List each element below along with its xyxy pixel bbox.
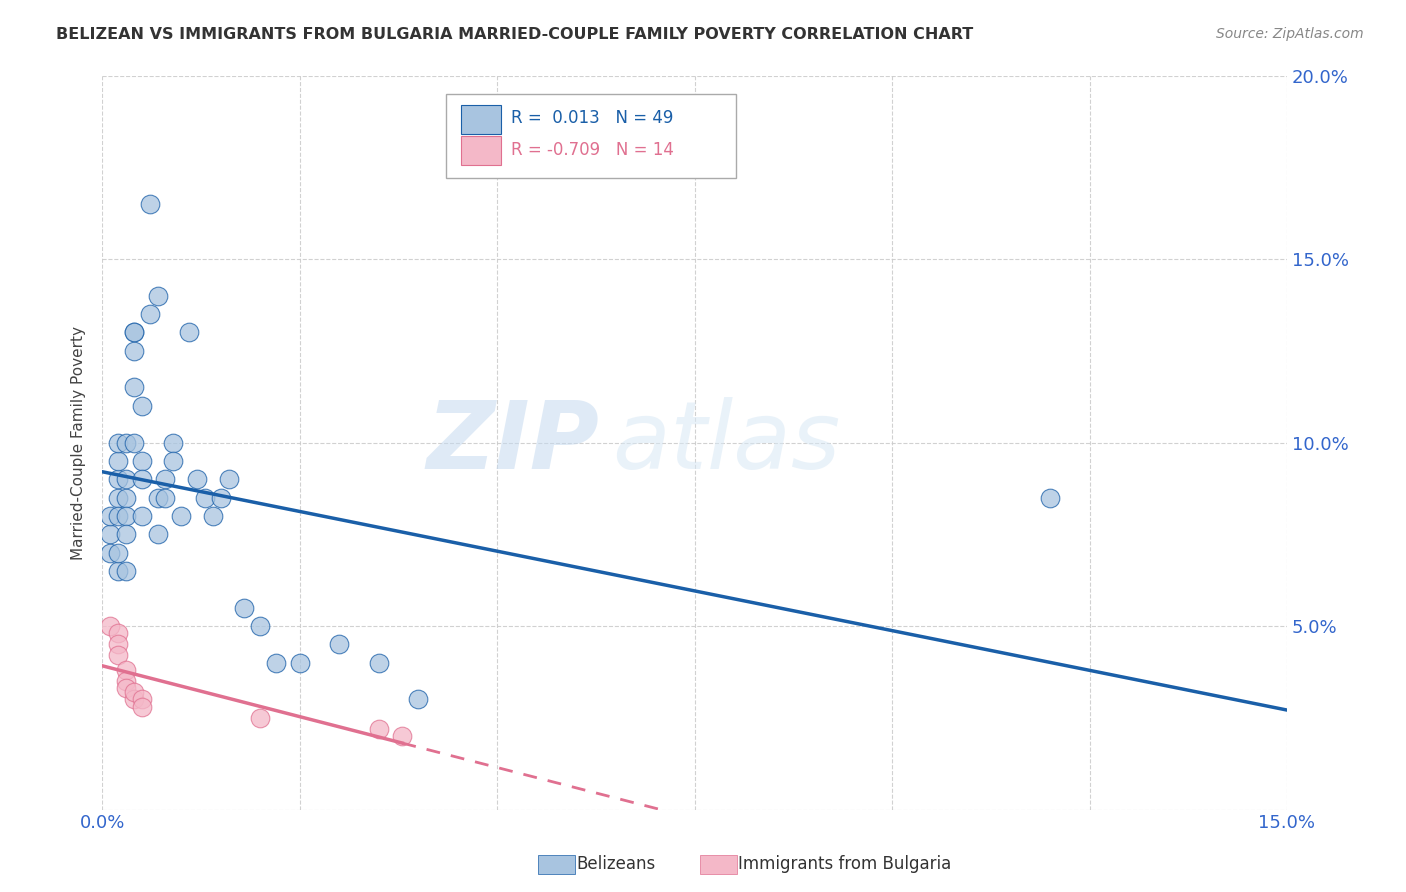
Point	[209, 491, 232, 505]
Point	[107, 472, 129, 486]
Point	[194, 491, 217, 505]
Point	[115, 663, 138, 677]
Point	[162, 435, 184, 450]
FancyBboxPatch shape	[446, 94, 737, 178]
Point	[98, 546, 121, 560]
FancyBboxPatch shape	[461, 136, 502, 165]
Text: ZIP: ZIP	[427, 397, 600, 489]
Point	[146, 289, 169, 303]
Point	[122, 692, 145, 706]
Point	[249, 711, 271, 725]
Point	[367, 656, 389, 670]
Point	[115, 472, 138, 486]
Text: atlas: atlas	[612, 397, 839, 488]
Point	[115, 527, 138, 541]
Point	[406, 692, 429, 706]
Text: BELIZEAN VS IMMIGRANTS FROM BULGARIA MARRIED-COUPLE FAMILY POVERTY CORRELATION C: BELIZEAN VS IMMIGRANTS FROM BULGARIA MAR…	[56, 27, 973, 42]
Point	[107, 637, 129, 651]
Text: Source: ZipAtlas.com: Source: ZipAtlas.com	[1216, 27, 1364, 41]
Point	[115, 491, 138, 505]
Text: R = -0.709   N = 14: R = -0.709 N = 14	[510, 142, 673, 160]
Point	[249, 619, 271, 633]
Point	[131, 399, 153, 413]
Y-axis label: Married-Couple Family Poverty: Married-Couple Family Poverty	[72, 326, 86, 559]
Point	[186, 472, 208, 486]
Point	[107, 564, 129, 578]
Point	[201, 508, 224, 523]
Point	[131, 508, 153, 523]
Point	[122, 326, 145, 340]
Point	[288, 656, 311, 670]
Point	[115, 681, 138, 696]
Point	[131, 472, 153, 486]
Point	[98, 508, 121, 523]
FancyBboxPatch shape	[461, 105, 502, 134]
Point	[98, 619, 121, 633]
Point	[115, 674, 138, 689]
Point	[146, 527, 169, 541]
Point	[131, 692, 153, 706]
Point	[155, 491, 177, 505]
Point	[122, 435, 145, 450]
Point	[107, 435, 129, 450]
Point	[107, 508, 129, 523]
Point	[115, 435, 138, 450]
Point	[233, 600, 256, 615]
Point	[138, 197, 160, 211]
Point	[218, 472, 240, 486]
Point	[177, 326, 200, 340]
Point	[264, 656, 287, 670]
Point	[367, 722, 389, 736]
Point	[138, 307, 160, 321]
Point	[107, 491, 129, 505]
Text: Immigrants from Bulgaria: Immigrants from Bulgaria	[738, 855, 952, 873]
Point	[146, 491, 169, 505]
Point	[115, 564, 138, 578]
Point	[122, 343, 145, 358]
Point	[107, 648, 129, 663]
Point	[170, 508, 193, 523]
Text: Belizeans: Belizeans	[576, 855, 655, 873]
Point	[162, 454, 184, 468]
Point	[107, 626, 129, 640]
Point	[107, 454, 129, 468]
Point	[1039, 491, 1062, 505]
Point	[155, 472, 177, 486]
Point	[98, 527, 121, 541]
Point	[115, 508, 138, 523]
Text: R =  0.013   N = 49: R = 0.013 N = 49	[510, 109, 673, 127]
Point	[131, 454, 153, 468]
Point	[122, 380, 145, 394]
Point	[328, 637, 350, 651]
Point	[122, 326, 145, 340]
Point	[131, 699, 153, 714]
Point	[122, 685, 145, 699]
Point	[391, 729, 413, 743]
Point	[107, 546, 129, 560]
